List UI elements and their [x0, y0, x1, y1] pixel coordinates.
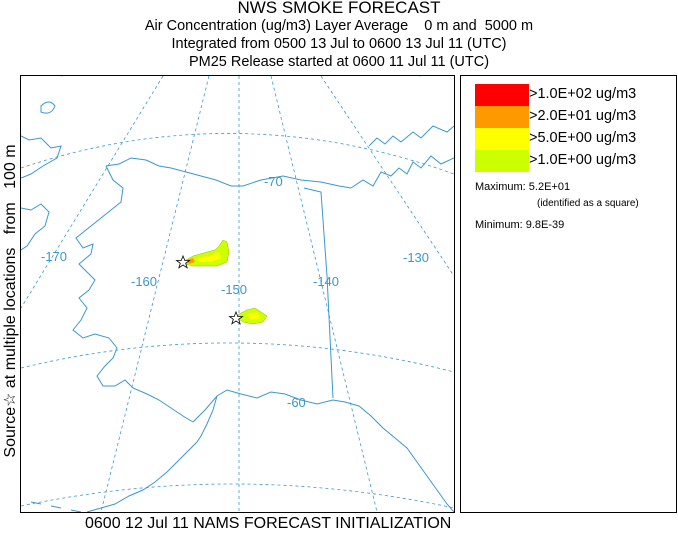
grid-label-160: -160: [131, 274, 157, 289]
latitude-line-70: [21, 133, 454, 175]
latitude-line-50: [21, 483, 454, 509]
coastlines: [21, 101, 454, 512]
legend-swatch-4: [475, 150, 529, 172]
meridian-140: [270, 76, 378, 512]
canada-arctic-coast: [350, 155, 454, 189]
west-coast: [72, 165, 194, 423]
source-star-icon: [175, 254, 191, 269]
subtitle-line-2: Integrated from 0500 13 Jul to 0600 13 J…: [171, 36, 507, 52]
smoke-plumes: [184, 239, 268, 325]
subtitle-line-1: Air Concentration (ug/m3) Layer Average …: [144, 18, 534, 34]
legend-label-3: >5.0E+00 ug/m3: [529, 130, 637, 146]
arctic-islands: [368, 125, 454, 147]
grid-label-170: -170: [41, 249, 67, 264]
legend-swatch-2: [475, 106, 529, 128]
gulf-coast: [192, 389, 454, 512]
meridian-160: [100, 76, 210, 512]
alaska-peninsula: [86, 441, 198, 512]
legend-label-2: >2.0E+01 ug/m3: [529, 108, 637, 124]
plume-central-core: [247, 312, 261, 320]
meridian-130: [320, 76, 454, 277]
alaska-map: -170 -160 -150 -140 -130 -70 -60: [21, 76, 454, 512]
source-star-icon: [228, 310, 244, 325]
lake-outline: [40, 101, 56, 114]
kenai-peninsula: [196, 395, 218, 443]
plume-northern: [184, 239, 230, 267]
aleutian-islands: [30, 501, 82, 512]
subtitle-line-3: PM25 Release started at 0600 11 Jul 11 (…: [188, 54, 490, 70]
legend-panel: >1.0E+02 ug/m3 >2.0E+01 ug/m3 >5.0E+00 u…: [460, 75, 677, 513]
source-markers: [175, 254, 244, 325]
forecast-title: NWS SMOKE FORECAST: [237, 0, 441, 17]
canada-border: [303, 187, 334, 399]
grid-label-130: -130: [403, 250, 429, 265]
map-panel: -170 -160 -150 -140 -130 -70 -60: [20, 75, 455, 513]
grid-label-60: -60: [287, 395, 306, 410]
plume-northern-peak: [187, 258, 195, 264]
legend-label-4: >1.0E+00 ug/m3: [529, 152, 637, 168]
legend-swatch-1: [475, 84, 529, 106]
grid-labels: -170 -160 -150 -140 -130 -70 -60: [41, 174, 429, 410]
minimum-value: Minimum: 9.8E-39: [475, 219, 565, 231]
legend-label-1: >1.0E+02 ug/m3: [529, 86, 637, 102]
grid-label-150: -150: [221, 282, 247, 297]
north-coast: [105, 157, 352, 189]
latitude-line-60: [21, 342, 454, 373]
plume-northern-core: [197, 252, 221, 262]
grid-label-140: -140: [313, 274, 339, 289]
source-side-label: Source☆ at multiple locations from 100 m: [2, 144, 19, 458]
maximum-note: (identified as a square): [537, 198, 639, 209]
graticule: [21, 76, 454, 512]
grid-label-70: -70: [264, 174, 283, 189]
siberia-coast: [21, 135, 62, 179]
initialization-label: 0600 12 Jul 11 NAMS FORECAST INITIALIZAT…: [85, 515, 452, 532]
chukotka: [21, 203, 50, 251]
maximum-value: Maximum: 5.2E+01: [475, 181, 571, 193]
legend-swatch-3: [475, 128, 529, 150]
